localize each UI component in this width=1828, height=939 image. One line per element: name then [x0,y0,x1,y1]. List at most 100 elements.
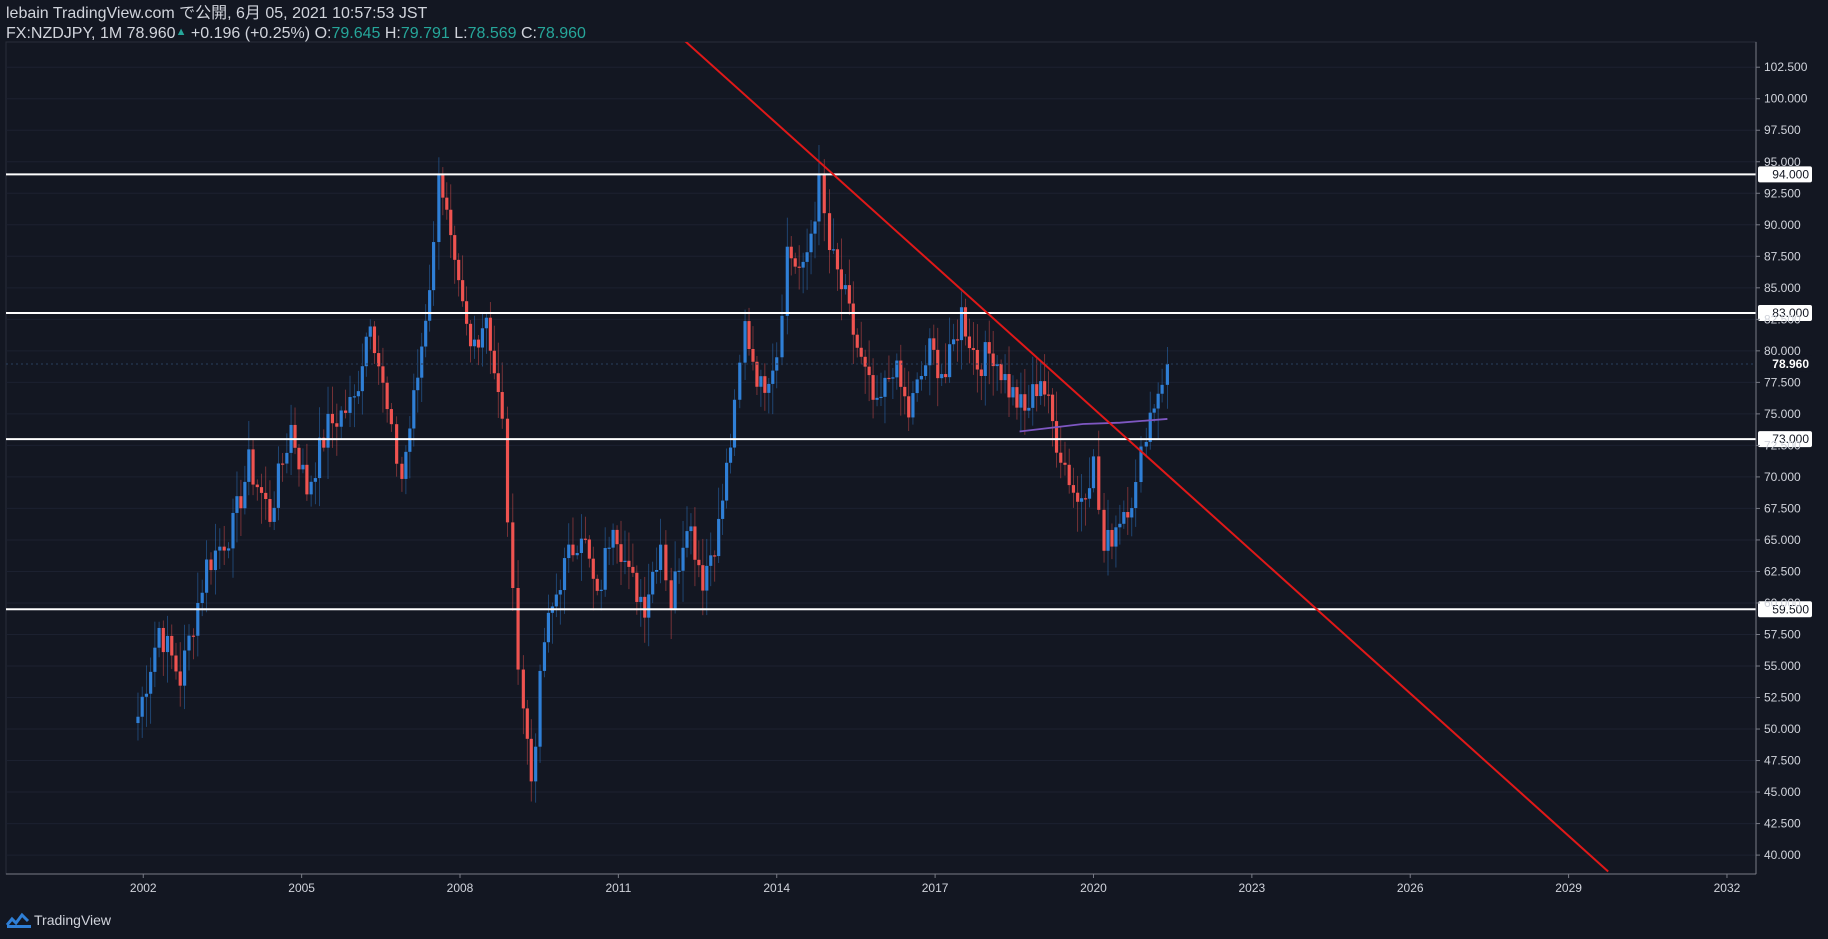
candle-body [651,571,655,595]
candle-body [891,377,895,379]
candle [1091,449,1096,493]
candle-body [959,307,964,341]
candle-body [599,589,603,591]
candle [136,692,140,741]
candle [1059,426,1063,479]
candle [631,543,635,577]
candle-body [364,336,368,367]
candle [717,487,721,564]
price-tick-label: 82.500 [1764,312,1801,326]
candle-body [619,544,623,562]
candle [952,323,956,352]
candle-body [1156,393,1160,409]
candle-body [924,365,928,376]
candle [1027,384,1031,419]
candle [822,159,826,242]
candle [247,420,251,496]
candle-body [664,544,668,581]
candle-body [1152,408,1156,413]
candle [412,373,416,447]
candle [322,429,326,452]
candle [835,242,840,291]
high-label: H: [384,25,401,42]
candle-body [542,642,547,671]
candle [595,574,599,596]
candle [546,594,551,653]
candle-body [301,464,305,470]
candle-body [991,353,995,367]
candle-body [689,526,693,532]
time-tick-label: 2017 [922,881,949,895]
candle-body [153,647,157,672]
candle [655,547,659,584]
candle [1050,388,1055,447]
candle-body [767,383,771,393]
candle [251,438,255,496]
candle-body [907,396,911,418]
candle [140,686,144,738]
candle-body [395,424,399,464]
candle [428,264,432,332]
candle-body [412,390,416,429]
candle [1083,493,1088,526]
drawings[interactable]: 94.000 83.000 73.000 59.500 78.960 [6,36,1812,873]
candle [558,579,562,625]
candle [1134,459,1138,527]
candle-body [516,588,520,670]
candle [538,664,542,763]
candle [967,318,972,364]
tradingview-brand[interactable]: TradingView [34,912,112,928]
horizontal-line-label: 59.500 [1772,602,1809,616]
candle-body [809,233,813,253]
candle-body [659,544,663,570]
candle [801,252,805,294]
candle [525,699,529,765]
candle-body [615,529,619,545]
candle-body [987,342,991,354]
candle [231,498,235,578]
candle-body [747,321,751,349]
candle [859,321,863,365]
candle-body [797,266,801,268]
candle [377,335,381,385]
chart-axes[interactable]: 40.000 42.500 45.000 47.500 50.000 52.500 55.0… [6,42,1808,895]
tradingview-logo-icon[interactable] [6,911,32,929]
high-value: 79.791 [400,25,450,42]
candle-body [335,423,339,427]
candle [924,345,928,380]
price-tick-label: 55.000 [1764,659,1801,673]
candle-body [1059,452,1063,463]
candle [335,403,339,456]
candle [313,462,317,505]
candle [685,506,689,558]
candle [673,541,677,614]
price-tick-label: 92.500 [1764,186,1801,200]
candle [1031,356,1035,426]
price-chart[interactable]: 94.000 83.000 73.000 59.500 78.960 40.000 42.… [0,0,1828,901]
candle-body [647,594,651,618]
candle [1003,354,1007,394]
candle [728,433,733,474]
candle-body [871,375,875,400]
candle [309,475,313,507]
candle [1076,475,1080,532]
candle [1156,382,1160,439]
candle-body [272,507,276,522]
candle [364,332,368,377]
candle-body [693,526,697,560]
symbol-label[interactable]: FX:NZDJPY, 1M 78.960 [6,25,176,42]
candle [639,579,643,627]
candle [534,733,538,803]
candle [368,319,372,350]
candle [297,444,301,487]
candle-body [476,339,481,348]
candle-body [1097,456,1101,510]
candle-body [255,484,259,488]
candle [991,330,995,396]
candle-body [1027,407,1031,411]
candle-body [721,500,725,519]
candle [461,255,465,307]
low-label: L: [454,25,468,42]
candle-body [209,559,213,571]
candle-body [583,538,587,540]
